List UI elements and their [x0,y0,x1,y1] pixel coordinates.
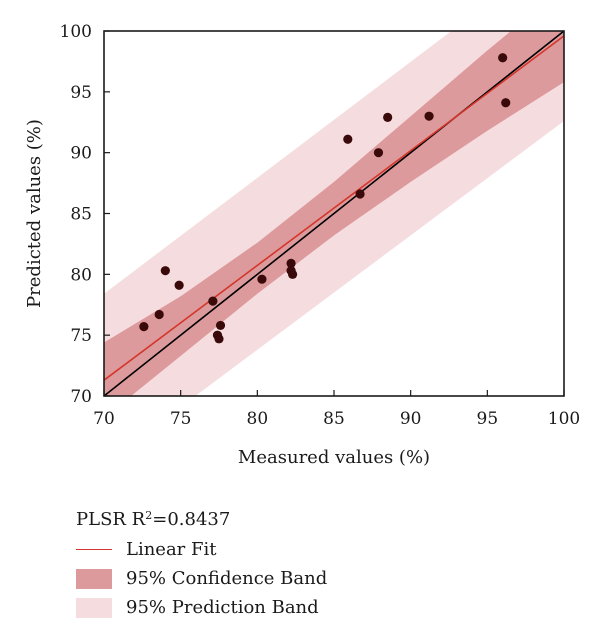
linear-fit-line [104,35,564,381]
y-tick-label: 95 [70,83,92,103]
prediction-band-swatch [76,597,120,618]
x-tick-label: 80 [247,409,269,429]
x-tick-label: 70 [93,409,115,429]
x-tick-label: 85 [323,409,345,429]
data-point [498,53,508,63]
legend-item-linear-fit: Linear Fit [76,535,327,564]
data-point [208,296,218,306]
data-point [174,280,184,290]
y-tick-label: 100 [60,22,92,42]
linear-fit-swatch [76,549,120,550]
data-point [501,98,511,108]
y-tick-label: 90 [70,144,92,164]
data-point [215,320,226,331]
x-tick-label: 75 [170,409,192,429]
y-axis-title: Predicted values (%) [24,119,45,308]
legend-label-linear-fit: Linear Fit [126,538,217,560]
legend-item-confidence-band: 95% Confidence Band [76,564,327,593]
legend-title-superscript: 2 [145,509,153,522]
y-tick-label: 85 [70,205,92,225]
legend-item-prediction-band: 95% Prediction Band [76,593,327,622]
data-point [139,322,149,332]
x-axis: 70 75 80 85 90 95 100 [93,390,580,429]
data-point [355,189,365,199]
data-point [424,111,434,121]
x-axis-title: Measured values (%) [238,447,430,468]
legend-title-prefix: PLSR R [76,509,146,530]
data-point [383,112,393,122]
data-point [257,274,267,284]
data-point [286,258,296,268]
y-tick-label: 80 [70,265,92,285]
confidence-band-swatch [76,568,120,589]
y-tick-label: 70 [70,387,92,407]
scatter-chart: 70 75 80 85 90 95 100 70 75 80 85 90 95 100 Measured… [24,22,580,468]
legend-label-prediction-band: 95% Prediction Band [126,596,319,618]
data-point [373,148,384,158]
points-layer [139,53,511,344]
lines-layer [104,31,564,396]
x-tick-label: 90 [400,409,422,429]
data-point [343,134,353,144]
data-point [160,266,170,276]
y-tick-label: 75 [70,326,92,346]
legend-title-value: =0.8437 [152,509,231,530]
data-point [154,309,164,320]
x-tick-label: 95 [477,409,499,429]
x-tick-label: 100 [548,409,580,429]
data-point [214,334,224,344]
legend-title: PLSR R2=0.8437 [76,503,327,530]
y-axis: 70 75 80 85 90 95 100 [60,22,110,407]
identity-line [104,31,564,396]
legend: PLSR R2=0.8437 Linear Fit 95% Confidence… [76,503,327,622]
data-point [288,269,298,279]
legend-label-confidence-band: 95% Confidence Band [126,567,328,589]
